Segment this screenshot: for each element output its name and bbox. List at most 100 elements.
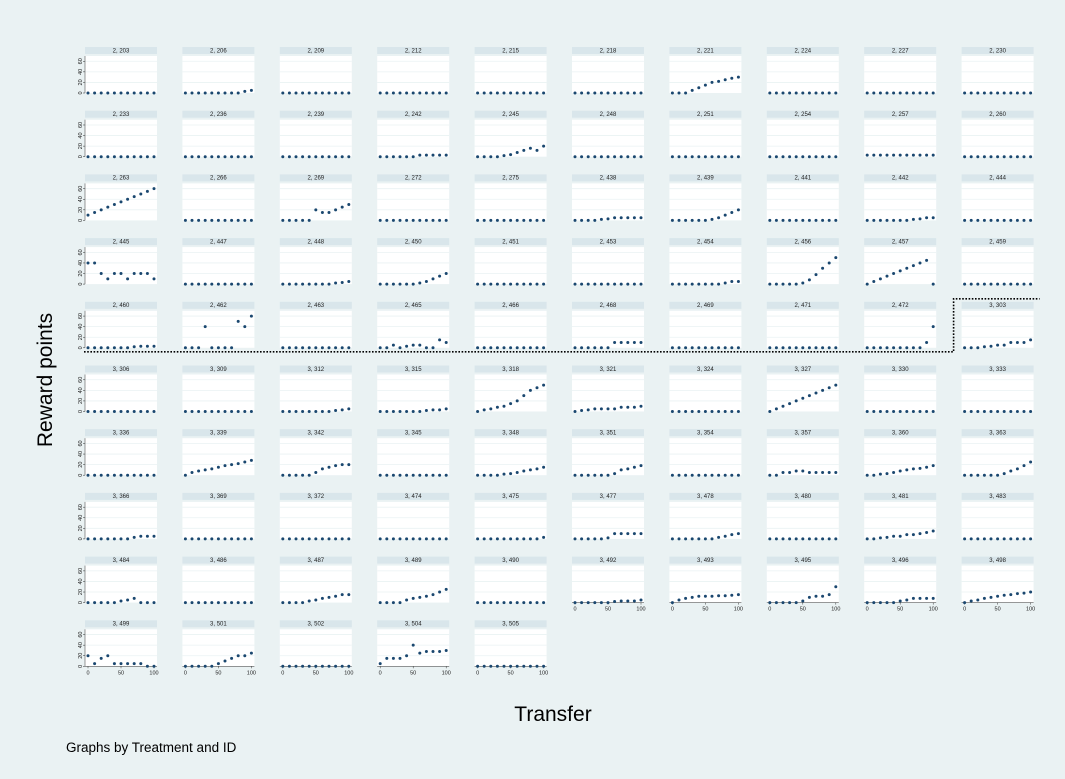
data-point: [307, 473, 311, 477]
data-point: [703, 218, 707, 222]
data-point: [717, 282, 721, 286]
data-point: [243, 282, 247, 286]
data-point: [626, 467, 630, 471]
data-point: [307, 410, 311, 413]
panel-title: 2, 438: [600, 176, 617, 182]
data-point: [865, 537, 869, 541]
data-point: [892, 346, 896, 350]
data-point: [573, 91, 577, 95]
data-point: [827, 593, 831, 597]
data-point: [885, 601, 889, 605]
data-point: [418, 410, 422, 413]
panel: 2, 272: [377, 174, 450, 222]
data-point: [1029, 590, 1033, 594]
data-point: [626, 91, 630, 95]
data-point: [834, 91, 838, 95]
data-point: [126, 197, 130, 201]
data-point: [216, 601, 220, 605]
data-point: [599, 217, 603, 221]
data-point: [781, 404, 785, 408]
data-point: [119, 410, 123, 413]
data-point: [431, 537, 435, 541]
data-point: [878, 601, 882, 605]
panel-strip: [766, 110, 839, 118]
data-point: [216, 218, 220, 222]
data-point: [690, 537, 694, 541]
data-point: [112, 155, 116, 159]
data-point: [398, 218, 402, 222]
data-point: [703, 282, 707, 286]
data-point: [878, 472, 882, 476]
data-point: [925, 153, 929, 157]
data-point: [593, 91, 597, 95]
data-point: [989, 344, 993, 348]
data-point: [301, 664, 305, 668]
data-point: [86, 91, 90, 95]
panel-title: 2, 469: [697, 303, 714, 309]
data-point: [334, 464, 338, 468]
panel-strip: [961, 110, 1034, 118]
plot-area: [572, 438, 644, 476]
data-point: [1002, 91, 1006, 95]
data-point: [405, 218, 409, 222]
data-point: [301, 282, 305, 286]
data-point: [502, 282, 506, 286]
data-point: [243, 89, 247, 93]
data-point: [892, 601, 896, 605]
data-point: [982, 473, 986, 477]
data-point: [287, 473, 291, 477]
panel-strip: [669, 365, 742, 373]
data-point: [126, 598, 130, 602]
data-point: [730, 593, 734, 597]
data-point: [639, 532, 643, 536]
data-point: [788, 471, 792, 475]
panel-title: 3, 303: [989, 303, 1006, 309]
data-point: [670, 282, 674, 286]
data-point: [243, 537, 247, 541]
data-point: [1015, 155, 1019, 159]
data-point: [210, 601, 214, 605]
panel-title: 2, 266: [210, 176, 227, 182]
data-point: [210, 537, 214, 541]
data-point: [670, 155, 674, 159]
panel: 3, 360: [864, 429, 937, 477]
data-point: [502, 346, 506, 350]
plot-area: [85, 119, 157, 157]
panel-strip: [279, 492, 352, 500]
x-tick-label: 0: [476, 670, 479, 676]
data-point: [93, 410, 97, 413]
data-point: [86, 410, 90, 413]
data-point: [183, 346, 187, 350]
data-point: [878, 277, 882, 281]
y-tick-label: 60: [78, 504, 84, 510]
plot-area: [279, 629, 352, 667]
panel-title: 3, 477: [600, 494, 617, 500]
data-point: [535, 601, 539, 605]
data-point: [139, 473, 143, 477]
data-point: [378, 537, 382, 541]
data-point: [203, 601, 207, 605]
data-point: [730, 279, 734, 283]
data-point: [878, 410, 882, 413]
y-tick-label: 20: [78, 653, 84, 659]
data-point: [515, 537, 519, 541]
data-point: [613, 155, 617, 159]
data-point: [112, 346, 116, 350]
data-point: [898, 599, 902, 603]
data-point: [528, 601, 532, 605]
panel-title: 2, 453: [600, 239, 617, 245]
data-point: [320, 664, 324, 668]
data-point: [788, 282, 792, 286]
panel-strip: [766, 47, 839, 54]
data-point: [865, 473, 869, 477]
data-point: [989, 218, 993, 222]
panel-strip: [182, 556, 255, 564]
data-point: [982, 596, 986, 600]
data-point: [93, 601, 97, 605]
data-point: [378, 410, 382, 413]
data-point: [684, 91, 688, 95]
data-point: [535, 91, 539, 95]
plot-area: [182, 438, 255, 476]
data-point: [969, 410, 973, 413]
